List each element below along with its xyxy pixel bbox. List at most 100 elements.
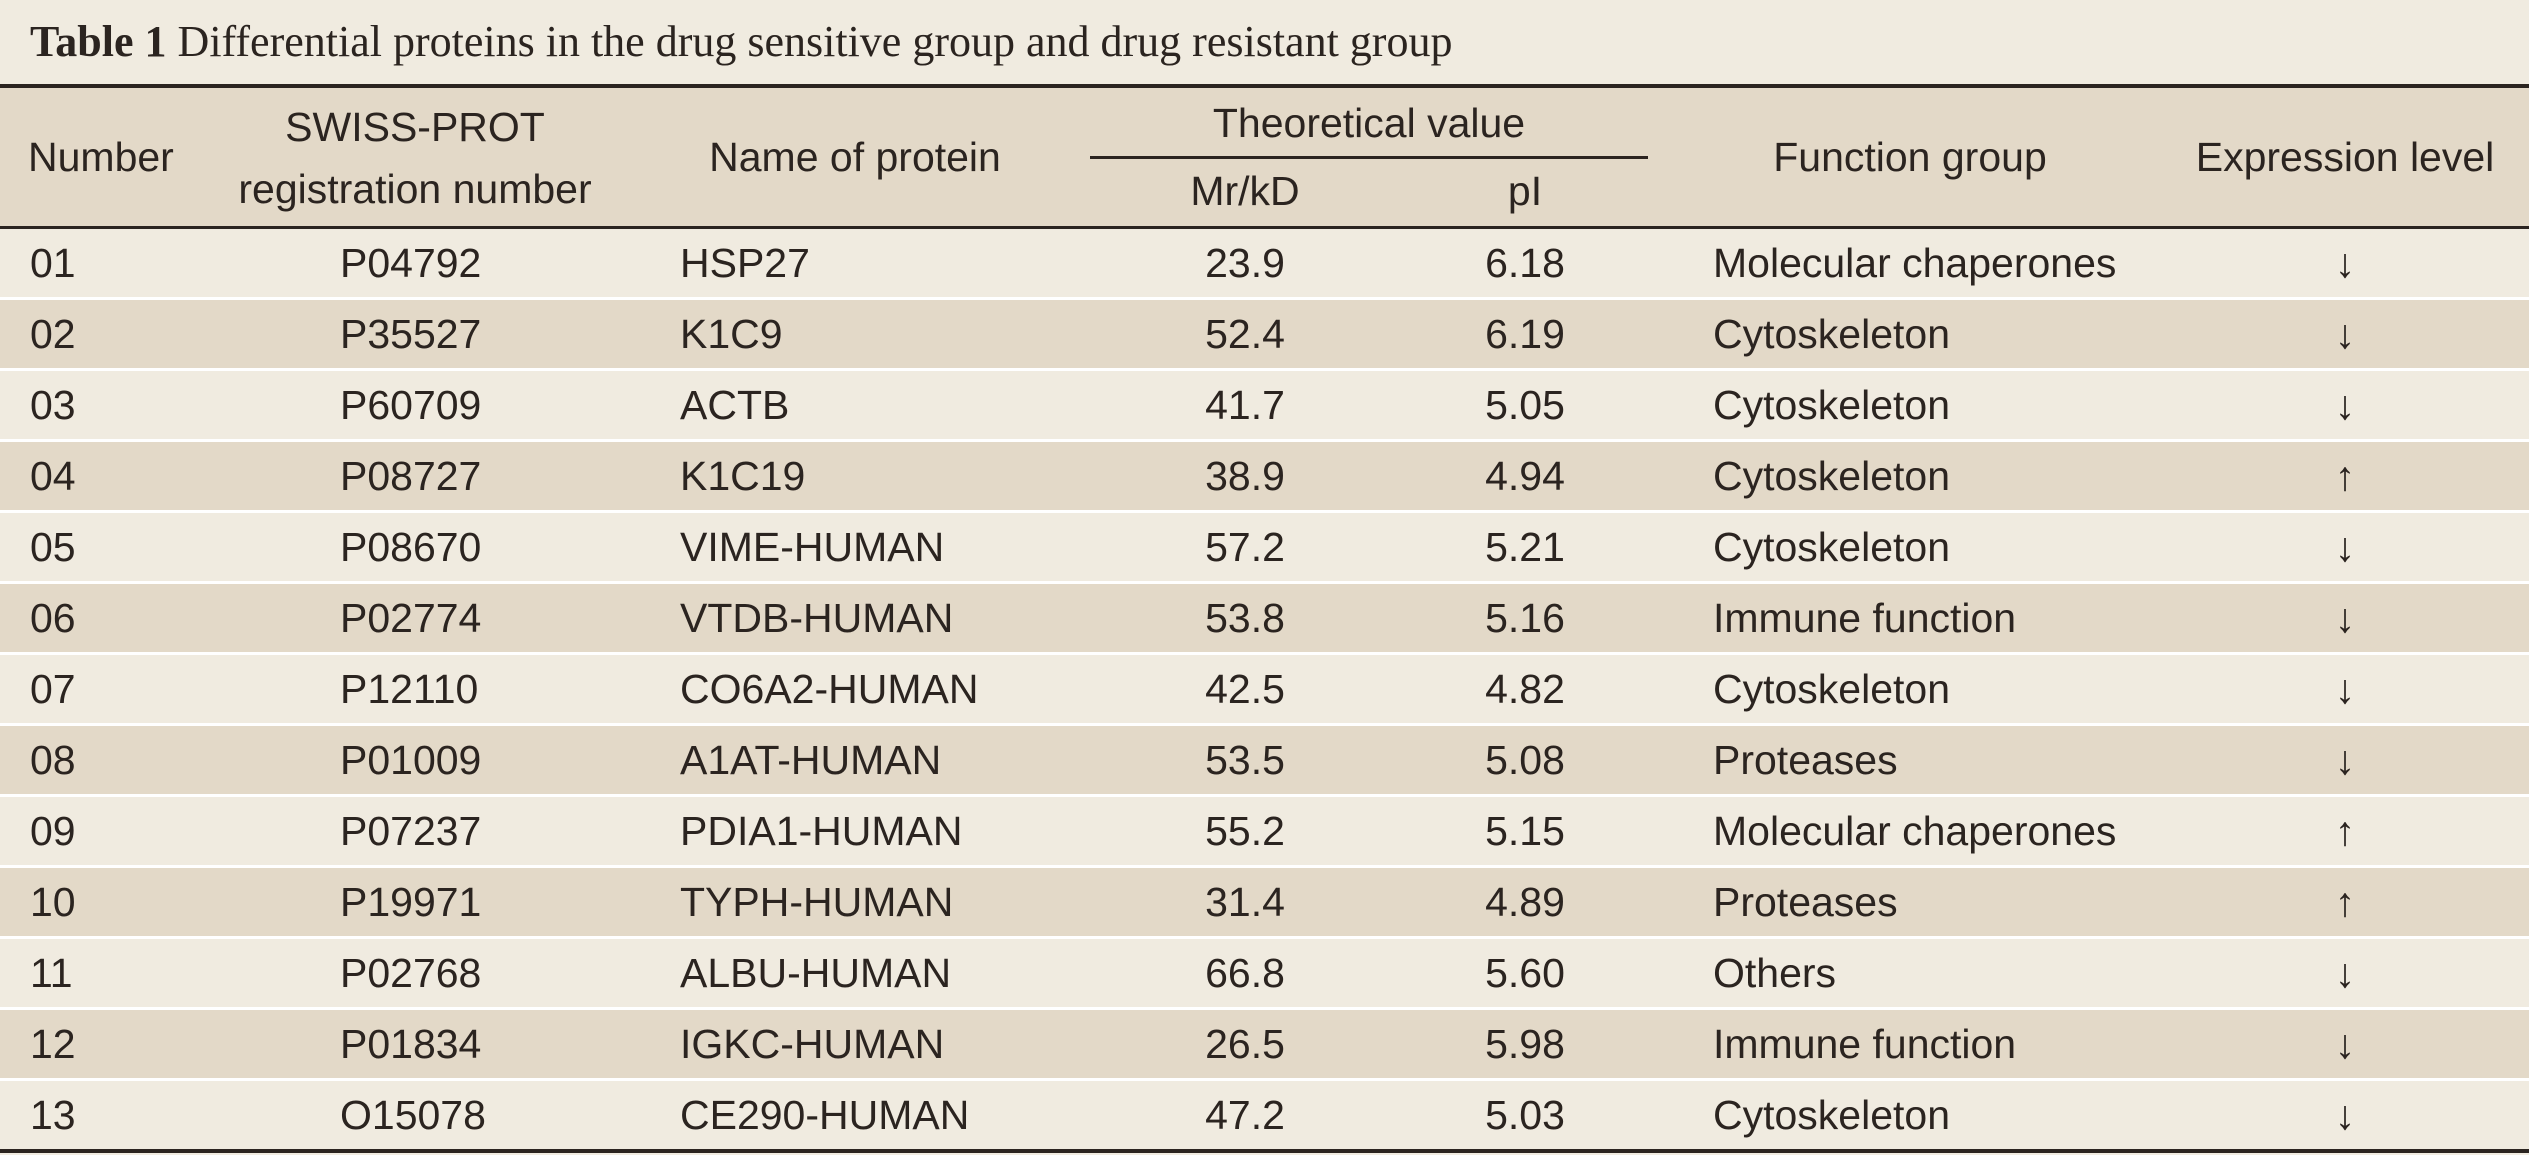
- cell-pi: 5.03: [1485, 1092, 1565, 1138]
- cell-expression-level: ↑: [2334, 808, 2356, 854]
- cell-function-group: Immune function: [1713, 1021, 2017, 1067]
- cell-registration-number: P04792: [340, 240, 482, 286]
- table-row: 07 P12110 CO6A2-HUMAN 42.5 4.82 Cytoskeleton ↓: [0, 655, 2529, 726]
- cell-number: 12: [30, 1021, 76, 1067]
- cell-expression-level: ↑: [2334, 879, 2356, 925]
- cell-function-group: Cytoskeleton: [1713, 453, 1951, 499]
- cell-pi: 5.05: [1485, 382, 1565, 428]
- header-pi: pI: [1507, 168, 1543, 214]
- table-row: 09 P07237 PDIA1-HUMAN 55.2 5.15 Molecular cha…: [0, 797, 2529, 868]
- cell-pi: 5.08: [1485, 737, 1565, 783]
- header-swiss-line2: registration number: [238, 166, 592, 212]
- cell-pi: 5.15: [1485, 808, 1565, 854]
- cell-protein-name: TYPH-HUMAN: [680, 879, 954, 925]
- table-row: 13 O15078 CE290-HUMAN 47.2 5.03 Cytoskeleton ↓: [0, 1081, 2529, 1149]
- cell-registration-number: P35527: [340, 311, 482, 357]
- table-row: 02 P35527 K1C9 52.4 6.19 Cytoskeleton ↓: [0, 300, 2529, 371]
- cell-pi: 6.19: [1485, 311, 1565, 357]
- cell-protein-name: CE290-HUMAN: [680, 1092, 970, 1138]
- cell-registration-number: P08670: [340, 524, 482, 570]
- cell-registration-number: P60709: [340, 382, 482, 428]
- cell-function-group: Cytoskeleton: [1713, 1092, 1951, 1138]
- header-mr: Mr/kD: [1190, 168, 1300, 214]
- table-row: 04 P08727 K1C19 38.9 4.94 Cytoskeleton ↑: [0, 442, 2529, 513]
- cell-pi: 5.16: [1485, 595, 1565, 641]
- table-header: Number SWISS-PROT registration number Na…: [0, 88, 2529, 226]
- cell-expression-level: ↑: [2334, 453, 2356, 499]
- cell-protein-name: ALBU-HUMAN: [680, 950, 952, 996]
- cell-pi: 4.89: [1485, 879, 1565, 925]
- cell-expression-level: ↓: [2334, 524, 2356, 570]
- cell-expression-level: ↓: [2334, 737, 2356, 783]
- cell-mr: 26.5: [1205, 1021, 1285, 1067]
- cell-function-group: Cytoskeleton: [1713, 382, 1951, 428]
- table-row: 05 P08670 VIME-HUMAN 57.2 5.21 Cytoskeleton ↓: [0, 513, 2529, 584]
- cell-number: 11: [30, 950, 73, 996]
- table-row: 06 P02774 VTDB-HUMAN 53.8 5.16 Immune functio…: [0, 584, 2529, 655]
- cell-registration-number: O15078: [340, 1092, 486, 1138]
- cell-mr: 42.5: [1205, 666, 1285, 712]
- cell-pi: 4.94: [1485, 453, 1565, 499]
- cell-registration-number: P19971: [340, 879, 482, 925]
- cell-registration-number: P01834: [340, 1021, 482, 1067]
- cell-number: 01: [30, 240, 76, 286]
- cell-pi: 5.60: [1485, 950, 1565, 996]
- cell-function-group: Cytoskeleton: [1713, 524, 1951, 570]
- cell-function-group: Cytoskeleton: [1713, 666, 1951, 712]
- header-name-of-protein: Name of protein: [709, 134, 1001, 180]
- cell-number: 03: [30, 382, 76, 428]
- cell-number: 13: [30, 1092, 76, 1138]
- table-row: 12 P01834 IGKC-HUMAN 26.5 5.98 Immune functio…: [0, 1010, 2529, 1081]
- cell-mr: 53.8: [1205, 595, 1285, 641]
- cell-mr: 41.7: [1205, 382, 1285, 428]
- cell-protein-name: A1AT-HUMAN: [680, 737, 942, 783]
- cell-pi: 5.21: [1485, 524, 1565, 570]
- cell-mr: 38.9: [1205, 453, 1285, 499]
- cell-mr: 23.9: [1205, 240, 1285, 286]
- cell-pi: 5.98: [1485, 1021, 1565, 1067]
- cell-registration-number: P08727: [340, 453, 482, 499]
- cell-number: 10: [30, 879, 76, 925]
- table-row: 03 P60709 ACTB 41.7 5.05 Cytoskeleton ↓: [0, 371, 2529, 442]
- cell-function-group: Molecular chaperones: [1713, 240, 2117, 286]
- table-row: 11 P02768 ALBU-HUMAN 66.8 5.60 Others ↓: [0, 939, 2529, 1010]
- cell-number: 07: [30, 666, 76, 712]
- header-function-group: Function group: [1773, 134, 2047, 180]
- table-caption-label: Table 1: [30, 17, 167, 66]
- cell-mr: 31.4: [1205, 879, 1285, 925]
- cell-expression-level: ↓: [2334, 311, 2356, 357]
- header-theoretical-value: Theoretical value: [1212, 100, 1526, 146]
- cell-number: 02: [30, 311, 76, 357]
- cell-function-group: Proteases: [1713, 737, 1898, 783]
- table-caption-text: Differential proteins in the drug sensit…: [177, 17, 1453, 66]
- cell-mr: 52.4: [1205, 311, 1285, 357]
- table-row: 01 P04792 HSP27 23.9 6.18 Molecular chaperone…: [0, 229, 2529, 300]
- cell-expression-level: ↓: [2334, 382, 2356, 428]
- cell-protein-name: PDIA1-HUMAN: [680, 808, 963, 854]
- cell-expression-level: ↓: [2334, 595, 2356, 641]
- cell-protein-name: IGKC-HUMAN: [680, 1021, 945, 1067]
- table-header-rule: [0, 226, 2529, 229]
- cell-protein-name: K1C19: [680, 453, 806, 499]
- cell-protein-name: CO6A2-HUMAN: [680, 666, 979, 712]
- table-top-rule: [0, 84, 2529, 88]
- cell-protein-name: K1C9: [680, 311, 783, 357]
- cell-function-group: Immune function: [1713, 595, 2017, 641]
- cell-expression-level: ↓: [2334, 666, 2356, 712]
- cell-registration-number: P12110: [340, 666, 479, 712]
- cell-expression-level: ↓: [2334, 1092, 2356, 1138]
- cell-expression-level: ↓: [2334, 1021, 2356, 1067]
- cell-number: 09: [30, 808, 76, 854]
- cell-registration-number: P02768: [340, 950, 482, 996]
- cell-mr: 57.2: [1205, 524, 1285, 570]
- cell-number: 04: [30, 453, 76, 499]
- cell-number: 05: [30, 524, 76, 570]
- table-caption: Table 1 Differential proteins in the dru…: [30, 8, 1452, 76]
- cell-number: 06: [30, 595, 76, 641]
- cell-protein-name: VTDB-HUMAN: [680, 595, 954, 641]
- table-body: 01 P04792 HSP27 23.9 6.18 Molecular chaperone…: [0, 229, 2529, 1149]
- cell-number: 08: [30, 737, 76, 783]
- cell-protein-name: VIME-HUMAN: [680, 524, 945, 570]
- table-bottom-rule: [0, 1149, 2529, 1153]
